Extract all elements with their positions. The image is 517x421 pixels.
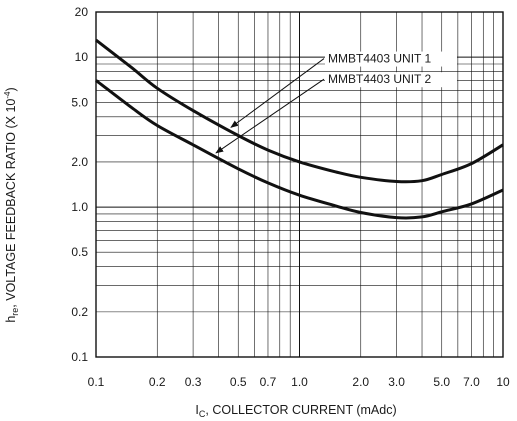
- legend-label-background: [325, 51, 457, 67]
- y-axis-label-sub: re: [10, 308, 20, 316]
- y-axis-label-close: ): [4, 87, 18, 91]
- y-axis-label-exp: -4: [3, 91, 12, 99]
- x-tick-label: 3.0: [388, 375, 405, 389]
- x-axis-label-rest: , COLLECTOR CURRENT (mAdc): [205, 403, 396, 417]
- y-axis-label-rest: , VOLTAGE FEEDBACK RATIO (X 10: [4, 99, 18, 308]
- x-tick-labels: 0.1 0.2 0.3 0.5 0.7 1.0 2.0 3.0 5.0 7.0 10: [88, 375, 510, 389]
- y-tick-label: 20: [75, 5, 89, 19]
- y-tick-label: 5.0: [71, 95, 88, 109]
- y-tick-label: 2.0: [71, 155, 88, 169]
- legend-label-unit-2: MMBT4403 UNIT 2: [328, 72, 431, 86]
- y-tick-labels: 0.1 0.2 0.5 1.0 2.0 5.0 10 20: [71, 5, 88, 364]
- y-axis-label-prefix: h: [4, 316, 18, 323]
- x-tick-label: 0.7: [260, 375, 277, 389]
- x-axis-label-sub: C: [199, 409, 206, 419]
- series-line-unit-1: [95, 38, 504, 184]
- legend: MMBT4403 UNIT 1 MMBT4403 UNIT 2: [215, 51, 457, 154]
- legend-label-background: [325, 72, 457, 88]
- plot-frame: [95, 11, 504, 358]
- series-line-unit-2: [95, 79, 504, 220]
- x-tick-label: 0.1: [88, 375, 105, 389]
- x-axis-label-main: I: [195, 403, 198, 417]
- y-axis-label: hre, VOLTAGE FEEDBACK RATIO (X 10-4): [3, 87, 20, 322]
- y-tick-label: 0.5: [71, 245, 88, 259]
- x-tick-label: 0.2: [149, 375, 166, 389]
- y-tick-label: 0.1: [71, 350, 88, 364]
- x-axis-label: IC, COLLECTOR CURRENT (mAdc): [195, 403, 396, 419]
- legend-leader-arrow-unit-2: [215, 78, 325, 154]
- x-tick-label: 5.0: [433, 375, 450, 389]
- legend-label-unit-1: MMBT4403 UNIT 1: [328, 52, 431, 66]
- x-tick-label: 7.0: [463, 375, 480, 389]
- y-tick-label: 10: [75, 50, 89, 64]
- y-tick-label: 1.0: [71, 200, 88, 214]
- y-tick-label: 0.2: [71, 305, 88, 319]
- x-tick-label: 10: [496, 375, 510, 389]
- series-group: [95, 38, 504, 220]
- x-tick-label: 0.5: [230, 375, 247, 389]
- legend-leader-arrow-unit-1: [230, 58, 325, 128]
- x-tick-label: 1.0: [291, 375, 308, 389]
- x-tick-label: 0.3: [185, 375, 202, 389]
- x-tick-label: 2.0: [352, 375, 369, 389]
